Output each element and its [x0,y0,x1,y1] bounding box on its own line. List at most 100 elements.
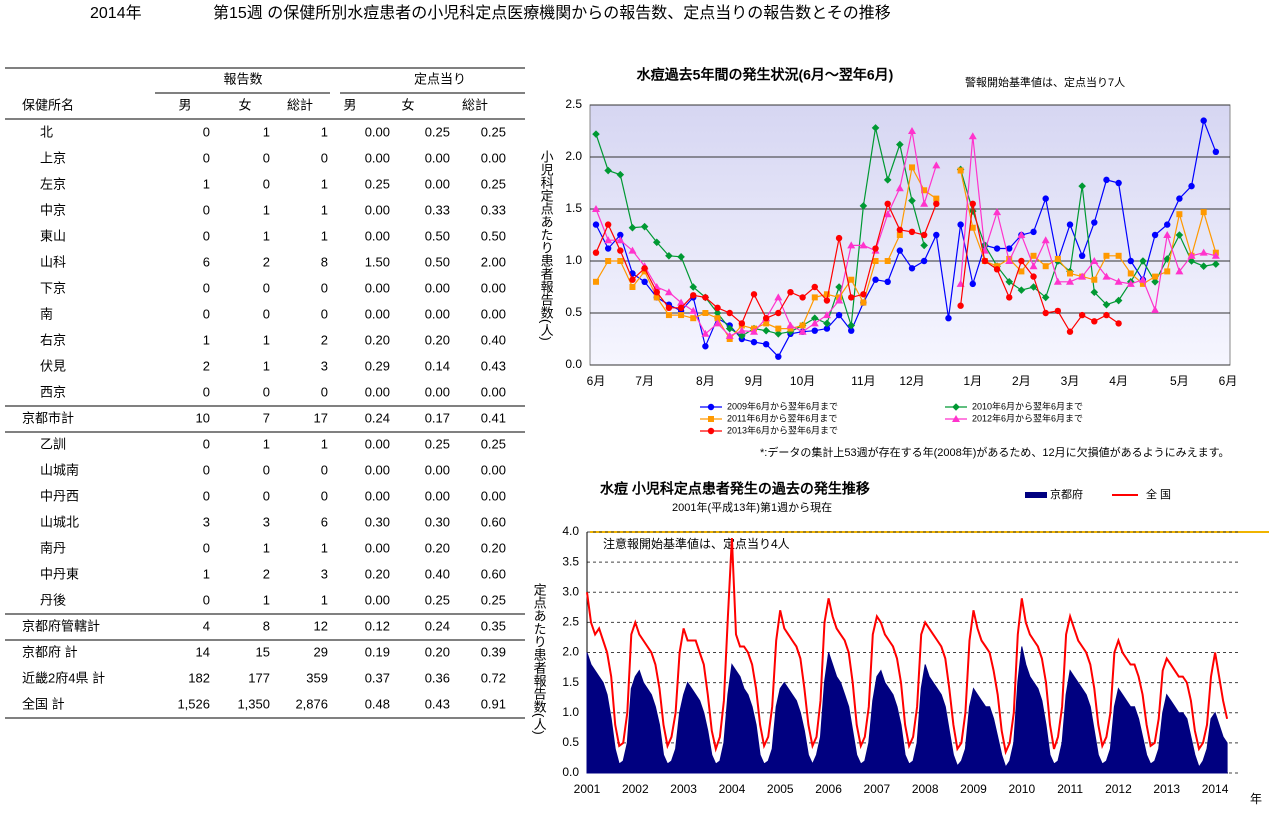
column-header: 男 [178,97,191,112]
y-tick-label: 0.0 [565,357,582,371]
table-cell: 0 [263,280,270,295]
marker [822,311,831,319]
table-cell: 0.00 [481,488,506,503]
marker [859,241,868,249]
row-name: 下京 [40,280,66,295]
marker [1152,273,1159,280]
marker [1176,195,1183,202]
y-tick-label: 0.0 [562,765,579,779]
x-tick-label: 2012 [1105,782,1132,796]
table-cell: 0.00 [365,306,390,321]
marker [1030,273,1037,280]
table-cell: 0.91 [481,696,506,711]
table-cell: 0.00 [425,150,450,165]
table-cell: 0.00 [365,150,390,165]
table-cell: 1 [263,202,270,217]
marker [968,132,977,140]
row-name: 南 [40,306,53,321]
marker [823,319,831,328]
y-tick-label: 2.0 [562,645,579,659]
marker [653,289,660,296]
marker [629,284,636,290]
marker [1090,288,1099,296]
marker [1211,251,1220,259]
x-tick-label: 2005 [767,782,794,796]
table-cell: 8 [321,254,328,269]
marker [1188,182,1195,190]
row-name: 山城南 [40,462,79,477]
table-cell: 0.25 [481,124,506,139]
table-cell: 1 [263,592,270,607]
marker [641,278,648,285]
marker [860,291,867,298]
marker [1078,311,1086,319]
marker [1200,209,1207,216]
table-cell: 0.00 [481,280,506,295]
row-name: 京都市計 [22,410,74,425]
table-cell: 0 [263,384,270,399]
table-cell: 0 [203,384,210,399]
marker [707,427,715,435]
marker [1041,293,1050,302]
table-cell: 0.00 [425,488,450,503]
marker [1151,305,1160,313]
marker [652,238,661,247]
table-cell: 1 [263,228,270,243]
table-cell: 14 [196,644,210,659]
marker [981,257,989,265]
marker [810,314,819,322]
table-cell: 1 [263,124,270,139]
table-cell: 0.43 [481,358,506,373]
table-cell: 0.20 [425,332,450,347]
table-cell: 0.29 [365,358,390,373]
table-cell: 0.00 [365,280,390,295]
marker [713,319,722,327]
table-cell: 0.00 [365,202,390,217]
marker [628,246,637,254]
table-cell: 0.00 [425,462,450,477]
marker [1139,257,1147,265]
table-cell: 1 [321,176,328,191]
plot-area [589,104,1231,366]
marker [677,304,685,311]
row-name: 山城北 [40,514,79,529]
table-cell: 17 [314,410,328,425]
marker [872,245,879,252]
marker [909,164,915,171]
marker [1114,296,1123,305]
table-cell: 3 [263,514,270,529]
marker [1127,270,1134,277]
marker [883,176,892,184]
marker [738,332,746,340]
x-tick-label: 5月 [1170,374,1189,388]
marker [896,140,904,149]
marker [665,312,672,319]
column-header: 女 [401,97,414,112]
marker [969,224,976,231]
table-cell: 0.17 [425,410,450,425]
marker [1151,231,1159,239]
marker [1006,245,1013,252]
table-cell: 1 [321,228,328,243]
marker [641,265,648,272]
marker [702,294,709,301]
marker [1139,280,1146,287]
row-name: 西京 [40,384,66,399]
table-cell: 0.25 [425,436,450,451]
table-cell: 0 [203,124,210,139]
marker [1212,260,1220,268]
marker [920,241,928,250]
marker [1103,176,1110,184]
table-cell: 0.60 [481,566,506,581]
marker [835,311,843,319]
marker [884,278,891,285]
marker [762,341,770,348]
x-tick-label: 2013 [1153,782,1180,796]
series-area [586,646,1228,774]
row-name: 乙訓 [40,436,66,451]
table-cell: 6 [321,514,328,529]
table-cell: 12 [314,618,328,633]
marker [1175,231,1184,239]
x-tick-label: 11月 [851,374,875,388]
